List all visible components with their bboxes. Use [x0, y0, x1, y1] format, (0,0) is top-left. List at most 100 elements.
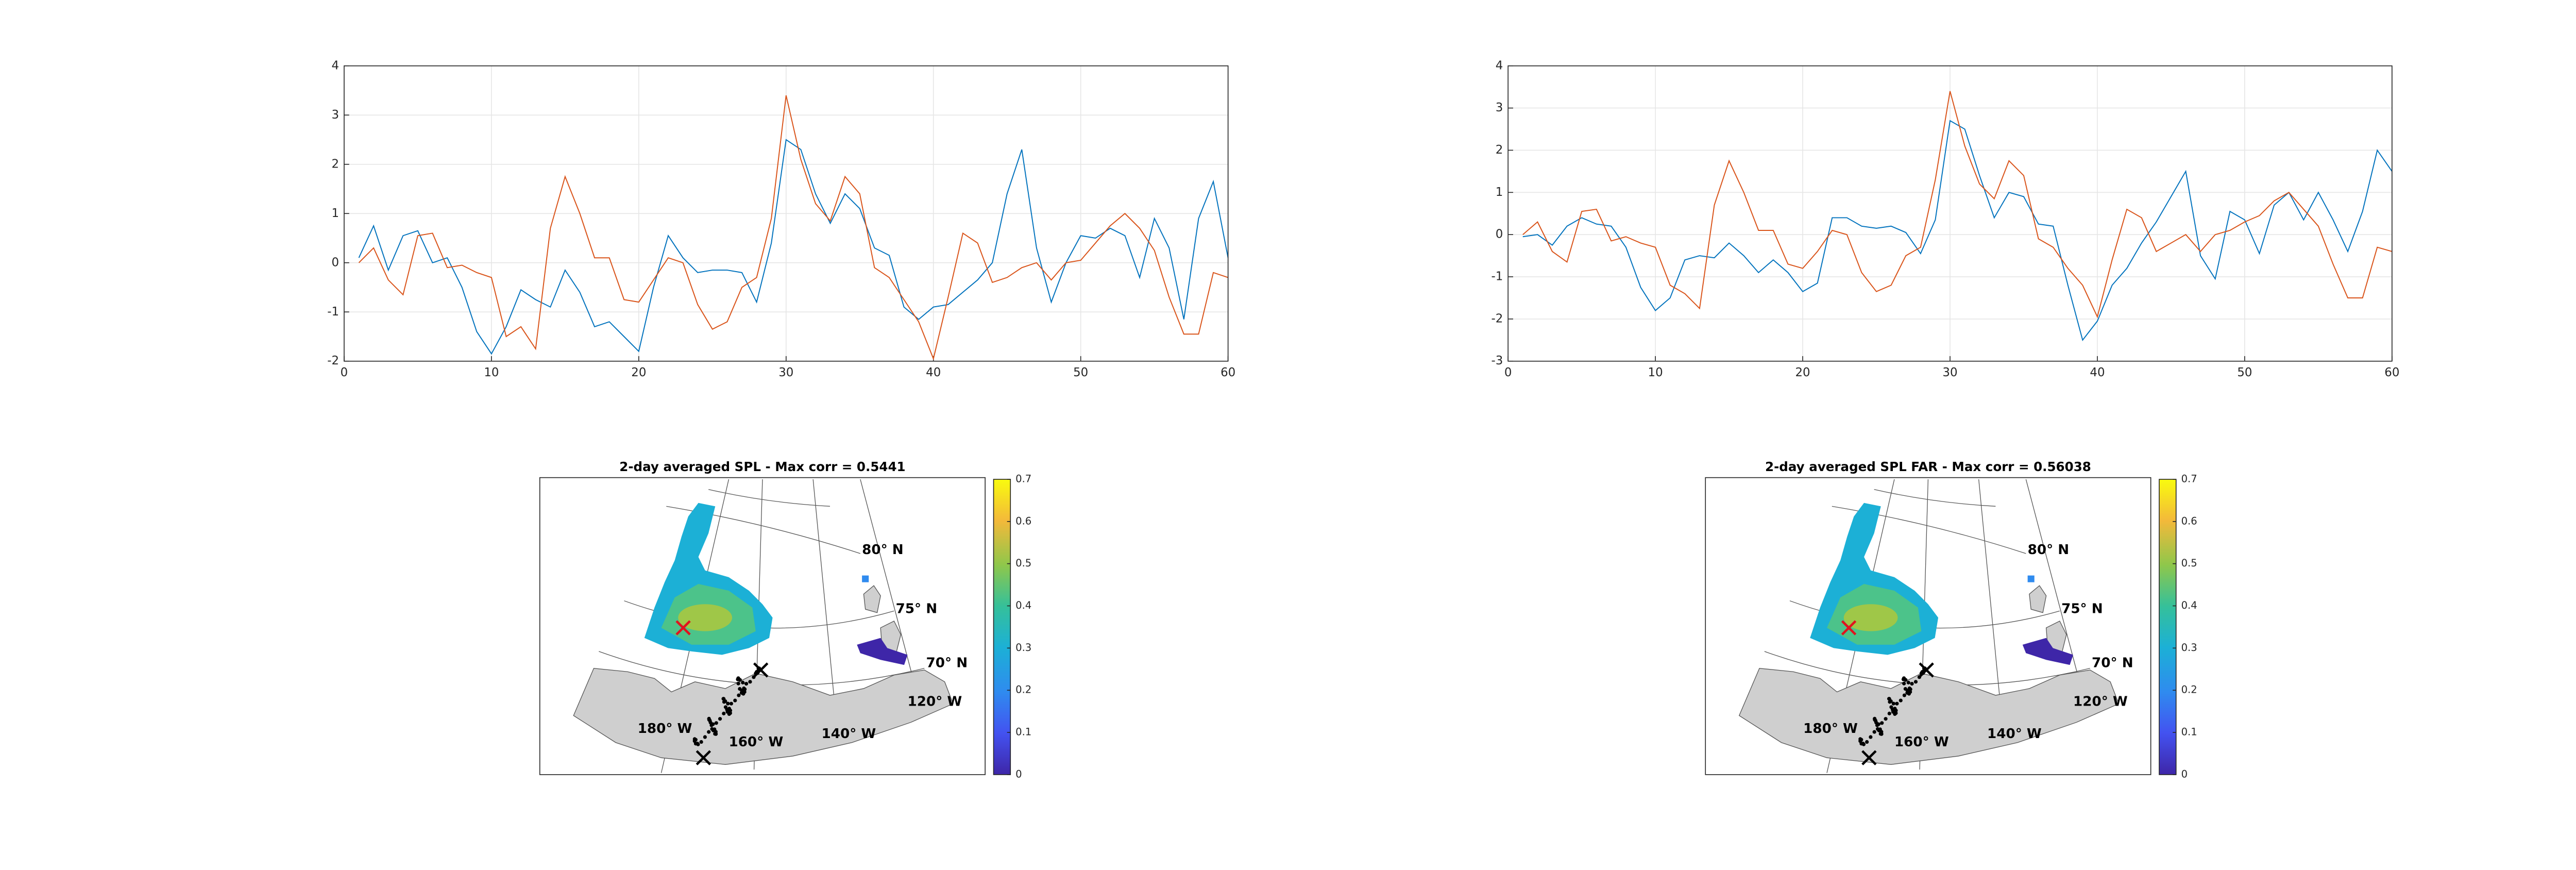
station: [733, 698, 737, 702]
graticule-label: 180° W: [1803, 721, 1858, 737]
station: [748, 680, 752, 684]
station: [1875, 727, 1880, 731]
colorbar-tick-label: 0.5: [2181, 557, 2197, 569]
station: [736, 677, 740, 681]
graticule-label: 80° N: [862, 542, 904, 558]
station: [1902, 681, 1906, 685]
station: [737, 693, 741, 697]
station: [1890, 708, 1895, 712]
colorbar-tick-label: 0.1: [2181, 726, 2197, 738]
y-tick-label: 1: [1496, 186, 1503, 199]
station: [708, 718, 712, 723]
x-tick-label: 60: [1221, 366, 1235, 379]
graticule: [860, 479, 922, 709]
station: [1865, 740, 1869, 744]
station: [1894, 711, 1898, 715]
station: [703, 735, 707, 739]
colorbar: [993, 479, 1011, 775]
station: [741, 680, 745, 684]
graticule: [708, 489, 830, 507]
station: [709, 723, 714, 727]
marker-x: [1919, 662, 1934, 678]
station: [718, 717, 722, 721]
station: [1913, 680, 1918, 684]
station: [1887, 711, 1891, 715]
y-tick-label: -2: [327, 354, 339, 367]
y-tick-label: -1: [327, 305, 339, 319]
graticule-label: 160° W: [728, 734, 783, 750]
x-tick-label: 50: [1073, 366, 1088, 379]
data-line: [1522, 120, 2393, 341]
y-tick-label: 4: [332, 59, 340, 72]
marker-x: [753, 662, 769, 678]
station: [722, 700, 726, 704]
station: [740, 689, 744, 693]
station: [1887, 697, 1891, 701]
x-tick-label: 10: [1648, 366, 1663, 379]
station: [721, 697, 725, 701]
x-tick-label: 60: [2384, 366, 2399, 379]
station: [1873, 718, 1877, 723]
y-tick-label: 3: [1496, 101, 1503, 114]
station: [1859, 738, 1863, 742]
graticule-label: 75° N: [2061, 601, 2103, 617]
colorbar-tick-label: 0.3: [1015, 642, 1031, 654]
y-tick-label: -1: [1491, 270, 1503, 283]
station: [1875, 723, 1879, 727]
station: [1861, 741, 1865, 746]
data-line: [358, 95, 1228, 361]
station: [728, 711, 732, 715]
heat-low: [857, 638, 908, 665]
x-tick-label: 10: [484, 366, 499, 379]
map-title: 2-day averaged SPL FAR - Max corr = 0.56…: [1765, 459, 2091, 474]
station: [726, 701, 730, 706]
max-corr-marker: [675, 620, 691, 635]
station: [1906, 680, 1910, 684]
station: [1901, 677, 1906, 681]
map-layer: 80° N 75° N 70° N 120° W 140° W 160° W 180° W 2…: [539, 459, 1031, 780]
axes-box: [1507, 65, 2393, 362]
graticule-label: 180° W: [638, 721, 692, 737]
station: [714, 721, 718, 725]
x-tick-label: 30: [1942, 366, 1957, 379]
station: [722, 711, 726, 715]
station: [1869, 735, 1873, 739]
data-line: [358, 139, 1229, 355]
graticule-label: 140° W: [1987, 726, 2042, 742]
colorbar-tick-label: 0.2: [1015, 684, 1031, 696]
colorbar-tick-label: 0.4: [1015, 599, 1031, 611]
y-tick-label: 2: [332, 157, 340, 171]
colorbar-tick-label: 0.4: [2181, 599, 2197, 611]
station: [1899, 698, 1903, 702]
station: [729, 701, 734, 706]
heat-core: [678, 604, 733, 631]
data-line: [1522, 91, 2393, 319]
colorbar-tick-label: 0.6: [2181, 515, 2197, 527]
station: [1902, 693, 1906, 697]
station: [1872, 730, 1876, 734]
y-tick-label: 0: [332, 256, 340, 269]
map-title: 2-day averaged SPL - Max corr = 0.5441: [619, 459, 905, 474]
marker-x: [1861, 750, 1877, 765]
y-tick-label: 0: [1496, 228, 1503, 241]
y-tick-label: -2: [1491, 312, 1503, 325]
island: [863, 585, 881, 613]
graticule-label: 70° N: [2092, 655, 2133, 671]
station: [693, 738, 698, 742]
colorbar-tick-label: 0.3: [2181, 642, 2197, 654]
max-corr-marker: [1841, 620, 1857, 635]
colorbar-tick-label: 0.1: [1015, 726, 1031, 738]
heat-core: [1843, 604, 1898, 631]
graticule-label: 140° W: [822, 726, 876, 742]
station: [1888, 700, 1892, 704]
x-tick-label: 40: [2090, 366, 2105, 379]
x-tick-label: 50: [2237, 366, 2252, 379]
graticule: [2025, 479, 2087, 709]
marker-x: [696, 750, 711, 765]
x-tick-label: 20: [631, 366, 646, 379]
x-tick-label: 20: [1795, 366, 1810, 379]
station: [695, 741, 700, 746]
colorbar-tick-label: 0: [1015, 768, 1022, 780]
graticule-label: 75° N: [896, 601, 938, 617]
